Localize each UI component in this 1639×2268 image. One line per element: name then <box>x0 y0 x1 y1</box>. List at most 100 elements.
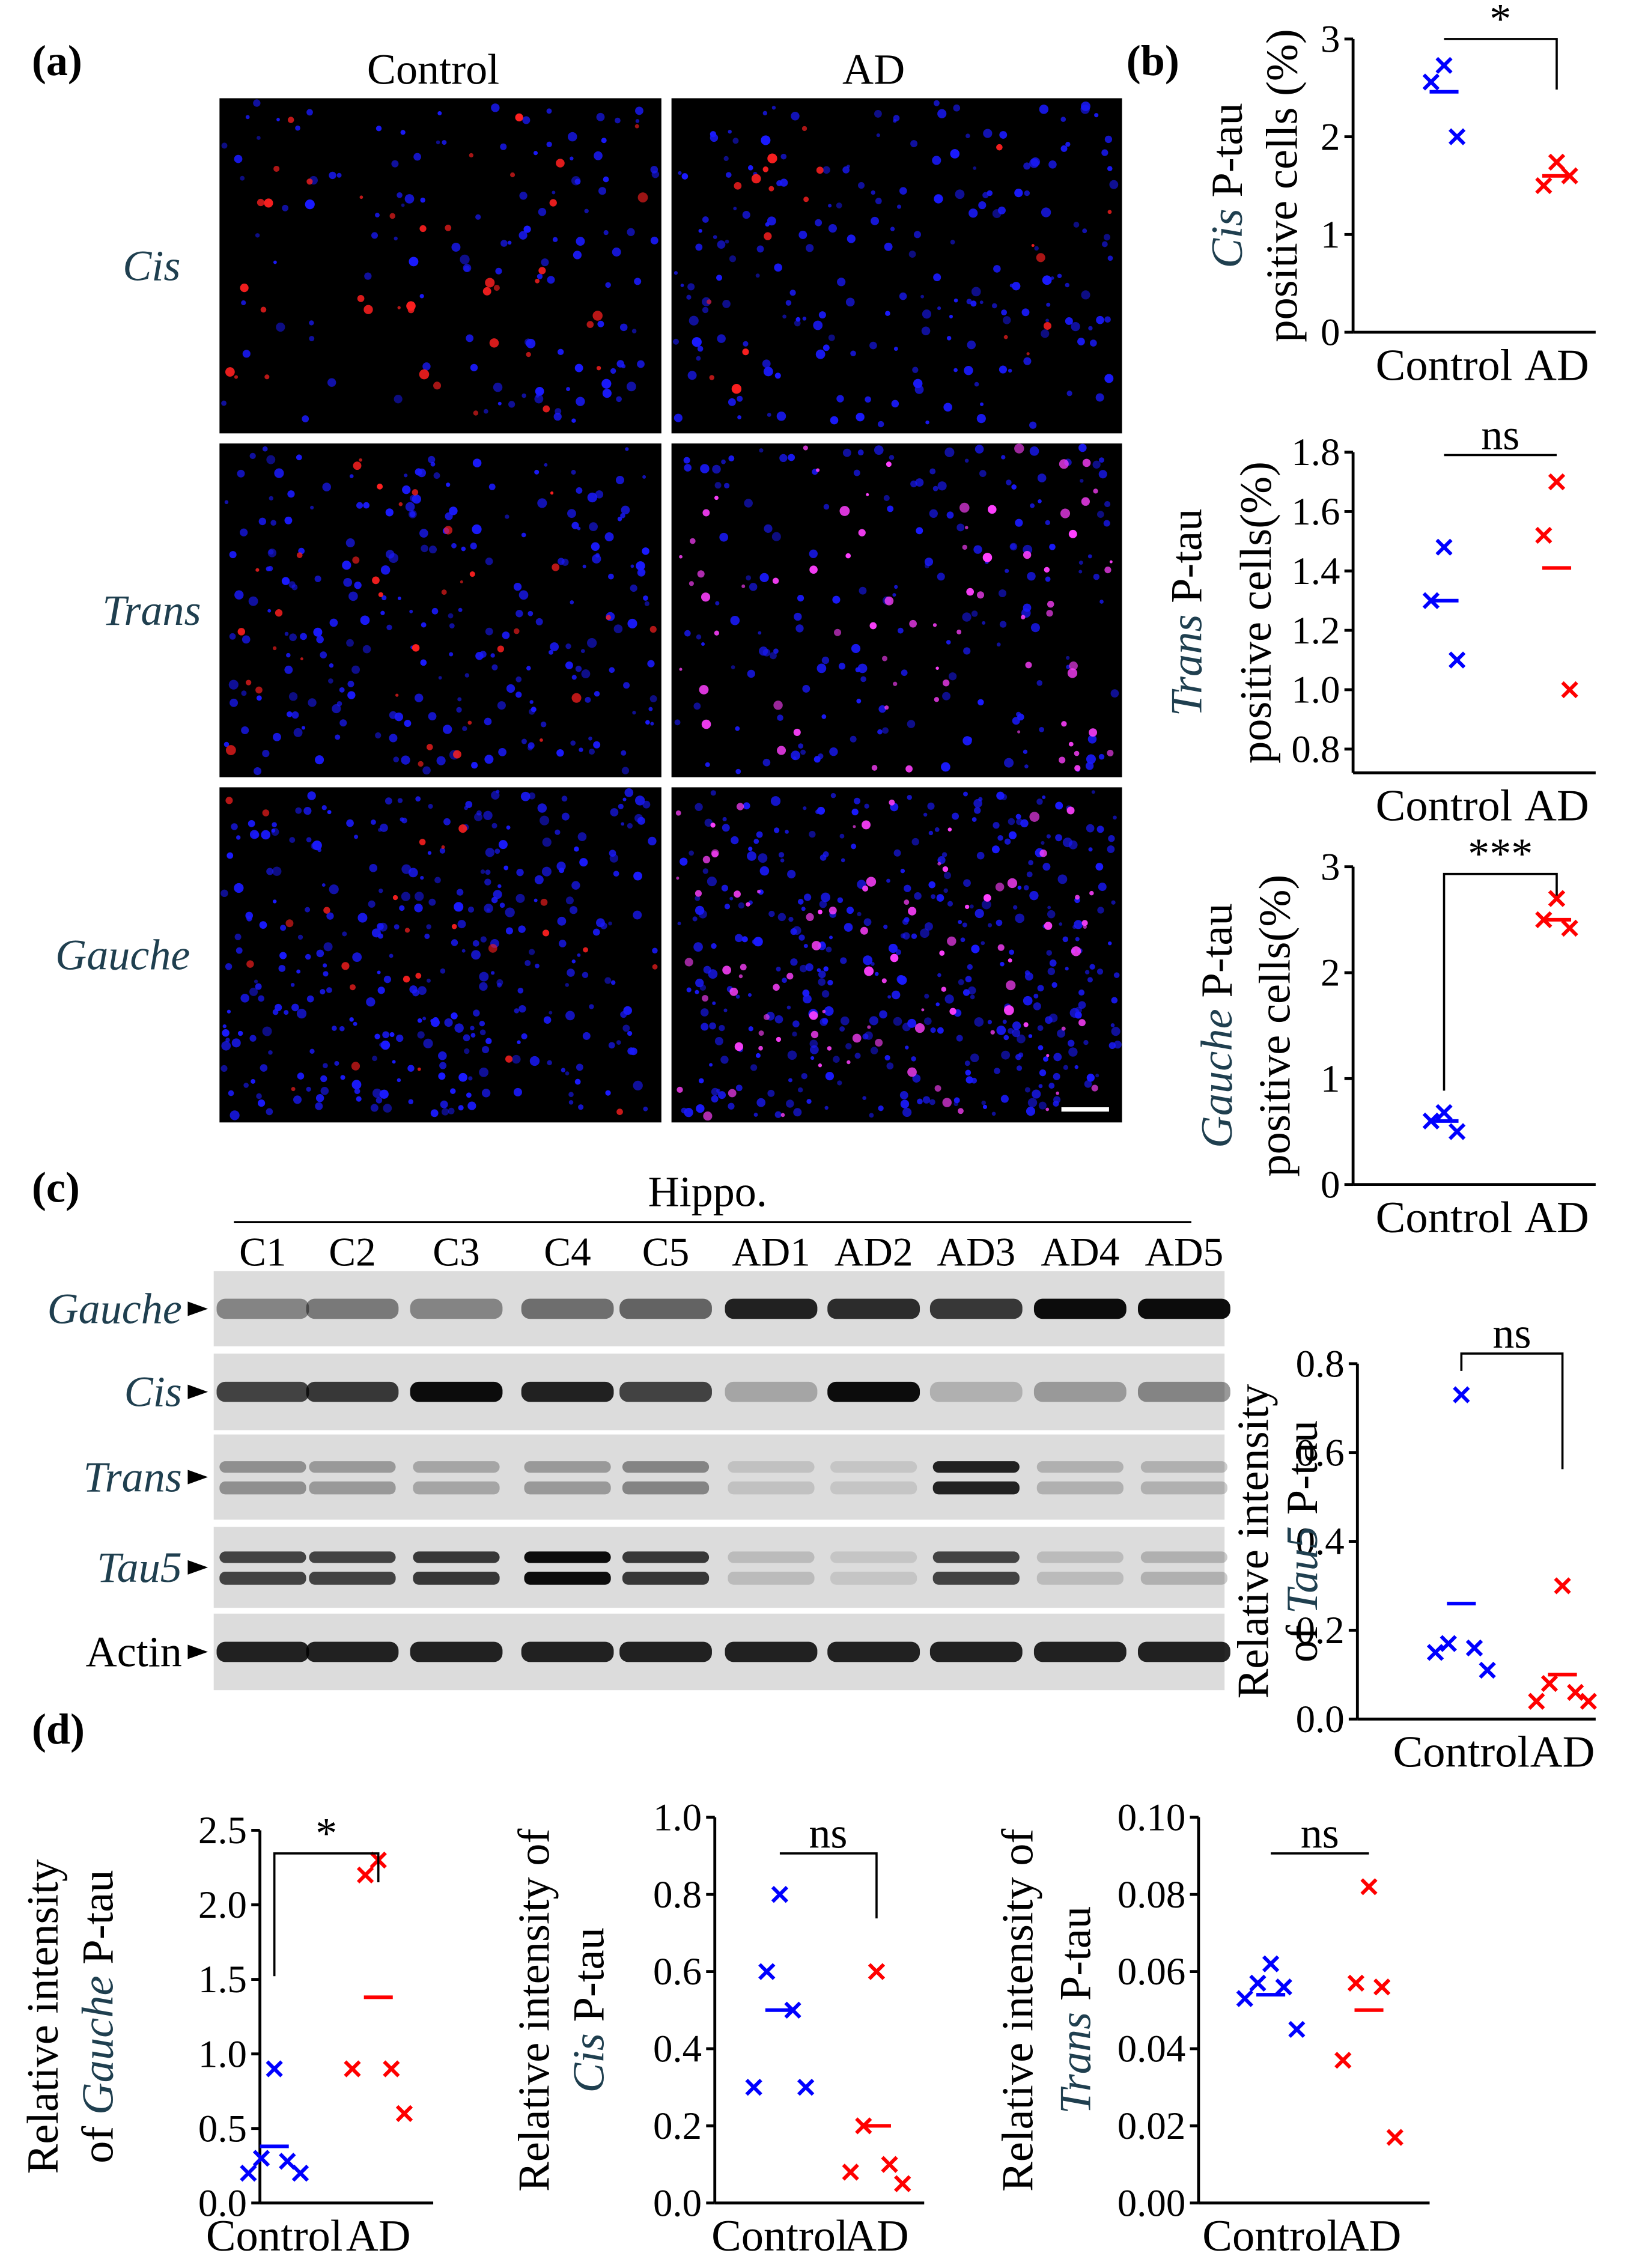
nucleus <box>929 1099 935 1105</box>
nucleus <box>681 1107 687 1114</box>
nucleus <box>1088 326 1093 331</box>
nucleus <box>267 565 273 571</box>
nucleus <box>306 1086 311 1092</box>
nucleus <box>869 341 877 350</box>
nucleus <box>534 898 538 902</box>
nucleus <box>857 911 862 917</box>
nucleus <box>526 666 531 671</box>
nucleus <box>758 853 768 863</box>
nucleus <box>386 624 392 631</box>
nucleus <box>1023 357 1032 365</box>
nucleus <box>922 309 932 319</box>
stain <box>746 902 750 907</box>
nucleus <box>315 1094 324 1102</box>
nucleus <box>712 1001 716 1005</box>
nucleus <box>755 273 760 278</box>
blot-region: Hippo. <box>648 1168 767 1216</box>
nucleus <box>1000 961 1005 967</box>
stain <box>947 936 956 946</box>
band <box>728 1481 815 1495</box>
nucleus <box>497 884 502 889</box>
nucleus <box>756 1098 766 1107</box>
y-tick-label: 0.4 <box>1296 1520 1345 1563</box>
nucleus <box>874 110 882 118</box>
nucleus <box>716 275 723 281</box>
nucleus <box>479 651 487 658</box>
nucleus <box>1081 290 1090 300</box>
nucleus <box>683 457 690 464</box>
nucleus <box>730 615 740 625</box>
nucleus <box>546 141 552 147</box>
stain <box>469 571 475 577</box>
stain <box>934 697 940 702</box>
nucleus <box>1006 479 1012 485</box>
nucleus <box>950 240 955 245</box>
nucleus <box>565 643 571 649</box>
nucleus <box>934 827 940 832</box>
nucleus <box>965 133 970 138</box>
nucleus <box>695 243 703 251</box>
nucleus <box>329 171 336 180</box>
nucleus <box>514 1008 520 1014</box>
nucleus <box>420 197 425 203</box>
nucleus <box>316 636 324 643</box>
nucleus <box>719 1024 725 1032</box>
nucleus <box>837 1080 842 1086</box>
nucleus <box>1066 655 1070 660</box>
nucleus <box>789 290 796 296</box>
nucleus <box>787 1050 797 1060</box>
stain <box>675 810 681 816</box>
nucleus <box>828 223 838 233</box>
nucleus <box>896 204 902 209</box>
nucleus <box>255 983 262 990</box>
nucleus <box>886 1062 894 1070</box>
nucleus <box>821 656 830 664</box>
nucleus <box>520 791 531 801</box>
stain <box>707 299 712 305</box>
y-tick-label: 0.0 <box>198 2181 247 2225</box>
band <box>216 1298 309 1319</box>
nucleus <box>598 187 607 195</box>
nucleus <box>596 918 605 928</box>
stain <box>1069 661 1078 670</box>
nucleus <box>585 696 591 703</box>
stain <box>1046 610 1053 617</box>
nucleus <box>234 154 243 163</box>
nucleus <box>259 921 267 929</box>
data-point <box>1548 153 1566 171</box>
data-point <box>1567 1683 1584 1701</box>
nucleus <box>584 208 589 213</box>
nucleus <box>643 1106 648 1111</box>
y-tick-label: 1.4 <box>1291 550 1340 593</box>
stain <box>904 899 910 905</box>
nucleus <box>498 840 508 850</box>
nucleus <box>1046 302 1051 307</box>
nucleus <box>732 138 739 144</box>
stain <box>596 366 601 371</box>
nucleus <box>1030 503 1035 508</box>
nucleus <box>925 420 929 425</box>
nucleus <box>647 660 655 667</box>
nucleus <box>565 1011 575 1021</box>
data-point <box>291 2165 309 2182</box>
nucleus <box>803 893 812 901</box>
nucleus <box>621 750 627 756</box>
nucleus <box>591 542 600 551</box>
nucleus <box>500 240 508 247</box>
nucleus <box>428 804 433 809</box>
nucleus <box>689 850 695 856</box>
nucleus <box>480 869 485 874</box>
nucleus <box>735 726 740 731</box>
nucleus <box>323 971 329 977</box>
data-point <box>868 1963 886 1980</box>
nucleus <box>970 300 977 307</box>
nucleus <box>689 315 699 326</box>
nucleus <box>971 610 978 617</box>
data-point <box>279 2153 296 2170</box>
band <box>1140 1572 1227 1585</box>
stain <box>1006 980 1016 991</box>
stain <box>543 405 550 413</box>
stain <box>763 1014 770 1020</box>
band <box>219 1551 306 1563</box>
y-tick-label: 0.10 <box>1118 1796 1186 1839</box>
